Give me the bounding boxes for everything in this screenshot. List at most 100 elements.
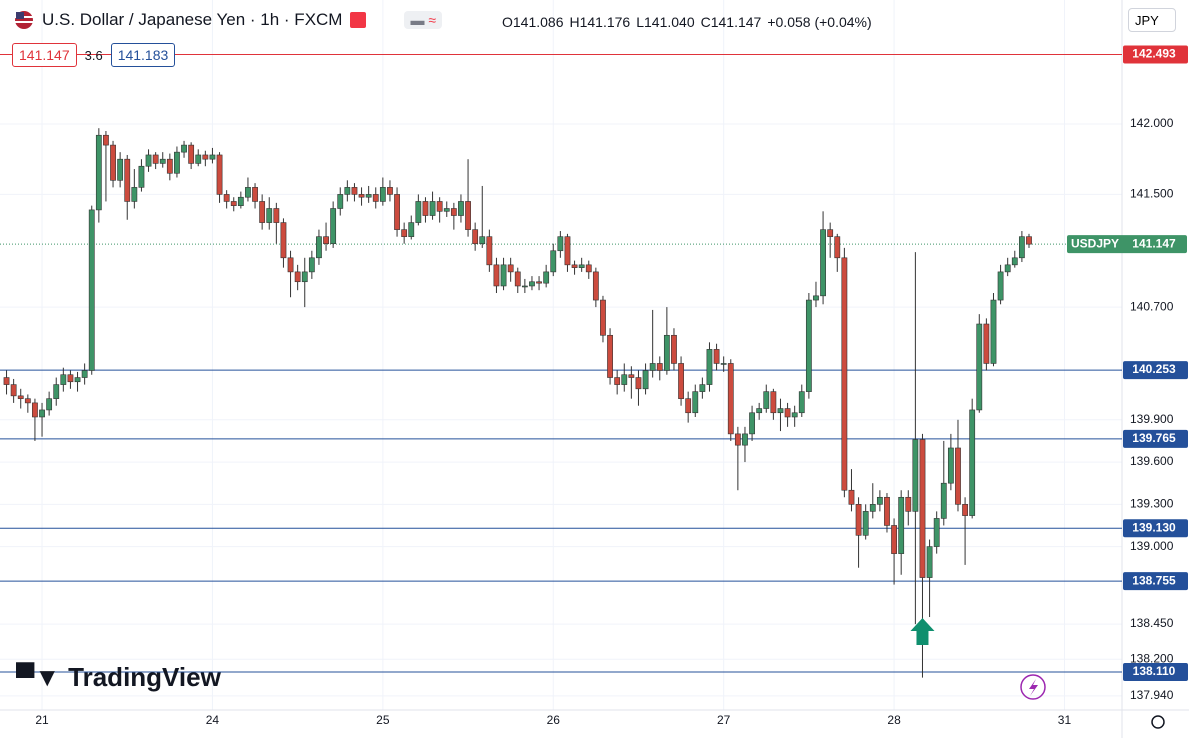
- y-tick-label: 140.700: [1130, 299, 1174, 313]
- candle-body: [472, 229, 479, 245]
- candle-body: [578, 264, 585, 268]
- candle-body: [32, 402, 38, 418]
- candle-body: [465, 201, 471, 230]
- candle-body: [997, 271, 1004, 301]
- candle-body: [67, 374, 74, 383]
- candle-body: [493, 264, 500, 287]
- candle-body: [763, 391, 770, 409]
- x-tick-label: 28: [887, 713, 901, 727]
- candle-body: [237, 196, 244, 206]
- candle-body: [266, 208, 273, 223]
- buy-button[interactable]: 141.183: [110, 43, 176, 67]
- candle-body: [401, 229, 408, 237]
- quote-panel: 141.147 3.6 141.183: [12, 43, 176, 67]
- candle-body: [543, 271, 550, 284]
- candle-body: [919, 439, 926, 578]
- candle-body: [316, 236, 322, 259]
- level-label: 139.130: [1132, 520, 1176, 534]
- candle-body: [862, 511, 869, 536]
- candle-body: [805, 299, 812, 392]
- y-tick-label: 139.300: [1130, 496, 1174, 510]
- legend-value: +0.058 (+0.04%): [767, 14, 872, 30]
- candle-body: [1018, 236, 1025, 259]
- candle-body: [358, 194, 365, 198]
- candle-body: [81, 370, 88, 378]
- currency-button[interactable]: JPY: [1128, 8, 1176, 32]
- candle-body: [671, 334, 677, 364]
- candle-body: [529, 281, 535, 287]
- candle-body: [1011, 257, 1018, 266]
- candle-body: [39, 409, 45, 418]
- candle-body: [230, 201, 237, 206]
- candle-body: [905, 496, 912, 512]
- candle-body: [713, 349, 720, 364]
- level-label-box: [1123, 572, 1188, 591]
- candle-body: [720, 363, 727, 365]
- candle-body: [124, 158, 131, 202]
- candle-body: [564, 236, 571, 266]
- candle-body: [337, 194, 344, 209]
- candle-body: [273, 208, 280, 223]
- candle-body: [663, 334, 670, 371]
- logo: ▀▼ TradingView: [16, 662, 221, 693]
- brand: TradingView: [68, 662, 221, 692]
- candle-body: [1004, 264, 1011, 273]
- lightning-icon: [1029, 679, 1038, 696]
- legend-value: C141.147: [700, 14, 762, 30]
- header: U.S. Dollar / Japanese Yen · 1h · FXCM ▬…: [14, 10, 443, 30]
- candle-body: [592, 271, 599, 301]
- candle-body: [536, 281, 542, 284]
- candle-body: [685, 398, 692, 414]
- candle-body: [394, 194, 400, 230]
- flag-icon: [15, 11, 33, 29]
- candle-body: [408, 222, 415, 237]
- candle-body: [770, 391, 777, 414]
- y-tick-label: 138.200: [1130, 651, 1174, 665]
- level-label-box: [1123, 519, 1188, 538]
- market-icon: [350, 12, 367, 28]
- candle-body: [969, 409, 976, 516]
- candle-body: [458, 201, 464, 216]
- x-tick-label: 25: [376, 713, 390, 727]
- candle-body: [933, 518, 940, 547]
- candle-body: [621, 374, 628, 385]
- candle-body: [521, 285, 528, 288]
- candle-body: [557, 236, 564, 252]
- candle-body: [656, 363, 663, 371]
- candle-body: [507, 264, 514, 273]
- candle-body: [827, 229, 834, 237]
- y-tick-label: 139.600: [1130, 454, 1174, 468]
- candle-body: [990, 299, 997, 364]
- x-tick-label: 24: [206, 713, 220, 727]
- candle-body: [926, 546, 933, 578]
- candle-body: [46, 398, 53, 411]
- candle-body: [784, 408, 791, 418]
- level-label-box: [1123, 361, 1188, 380]
- y-tick-label: 141.500: [1130, 187, 1174, 201]
- chart-title: U.S. Dollar / Japanese Yen · 1h · FXCM: [42, 10, 343, 29]
- candle-body: [422, 201, 429, 216]
- candle-body: [53, 384, 60, 399]
- level-label: 138.110: [1133, 664, 1176, 678]
- arrow-annotation: [910, 618, 935, 645]
- candle-body: [188, 144, 195, 164]
- candle-body: [734, 433, 741, 446]
- candle-body: [103, 134, 109, 146]
- sell-button[interactable]: 141.147: [12, 43, 77, 67]
- candle-body: [110, 144, 116, 181]
- candle-body: [95, 134, 102, 211]
- candle-body: [166, 158, 173, 174]
- toggle-button[interactable]: ▬ ≈: [404, 11, 443, 29]
- candle-body: [181, 144, 187, 153]
- candle-body: [820, 229, 826, 297]
- candle-body: [60, 374, 67, 385]
- ohlc-legend: O141.086 H141.176 L141.040 C141.147 +0.058 (…: [502, 14, 872, 30]
- candle-body: [202, 154, 209, 160]
- candle-body: [1026, 236, 1032, 245]
- candle-body: [571, 264, 578, 268]
- candle-body: [10, 384, 17, 397]
- level-label-box: [1123, 45, 1188, 64]
- candle-body: [195, 154, 202, 164]
- level-label: 140.253: [1132, 362, 1176, 376]
